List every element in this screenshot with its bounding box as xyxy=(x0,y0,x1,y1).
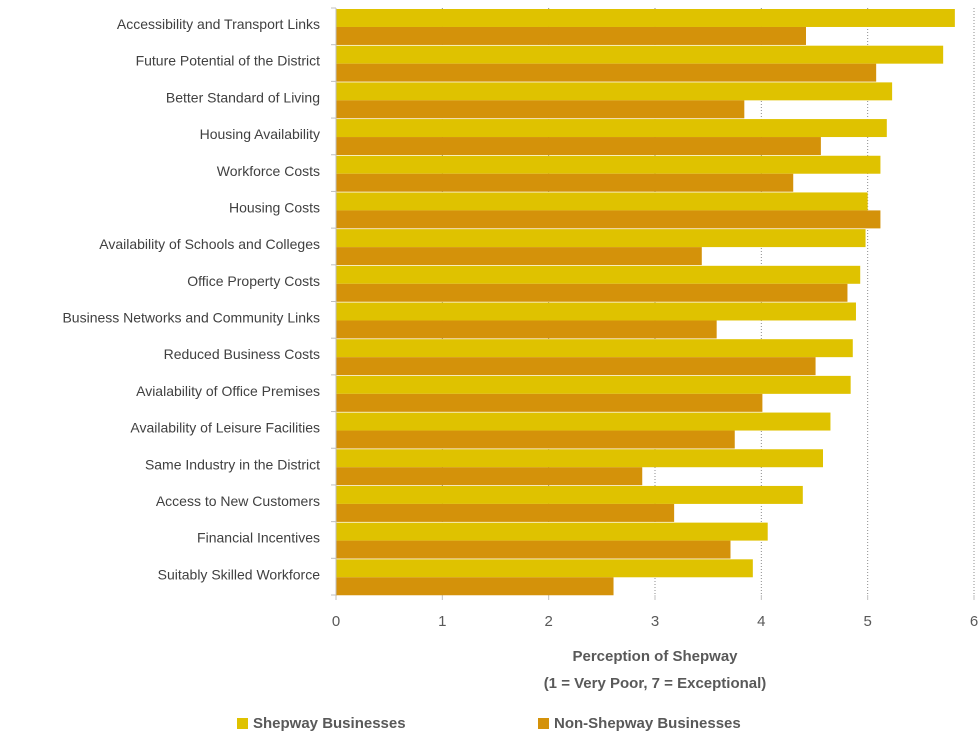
bar xyxy=(336,485,803,504)
x-tick-label: 3 xyxy=(651,613,659,630)
y-tick-label: Reduced Business Costs xyxy=(164,346,320,362)
bar xyxy=(336,82,893,101)
bar xyxy=(336,412,831,431)
y-tick-label: Access to New Customers xyxy=(156,493,320,509)
y-tick-label: Suitably Skilled Workforce xyxy=(158,566,321,582)
bar xyxy=(336,522,768,541)
y-tick-label: Housing Costs xyxy=(229,199,320,215)
x-tick-label: 2 xyxy=(544,613,552,630)
x-axis-label: (1 = Very Poor, 7 = Exceptional) xyxy=(544,675,767,692)
bar xyxy=(336,302,856,321)
y-tick-label: Workforce Costs xyxy=(217,163,320,179)
bar xyxy=(336,45,944,64)
y-tick-label: Availability of Schools and Colleges xyxy=(99,236,320,252)
y-tick-label: Avialability of Office Premises xyxy=(136,383,320,399)
x-tick-label: 5 xyxy=(863,613,871,630)
bar xyxy=(336,559,753,578)
legend-label: Non-Shepway Businesses xyxy=(554,715,741,732)
bar xyxy=(336,192,868,211)
bar xyxy=(336,283,848,302)
bar xyxy=(336,100,745,119)
x-tick-label: 1 xyxy=(438,613,446,630)
bar xyxy=(336,430,735,449)
x-axis-label: Perception of Shepway xyxy=(572,648,738,665)
bar xyxy=(336,265,861,284)
bar xyxy=(336,339,853,358)
y-tick-label: Office Property Costs xyxy=(187,273,320,289)
bar xyxy=(336,119,887,138)
legend-swatch xyxy=(237,718,248,729)
bar xyxy=(336,577,614,596)
y-tick-label: Same Industry in the District xyxy=(145,456,320,472)
bar xyxy=(336,210,881,229)
bar xyxy=(336,467,643,486)
bar xyxy=(336,247,702,266)
y-tick-label: Better Standard of Living xyxy=(166,89,320,105)
bar xyxy=(336,393,763,412)
x-tick-label: 6 xyxy=(970,613,978,630)
y-tick-label: Business Networks and Community Links xyxy=(62,310,320,326)
bar xyxy=(336,155,881,174)
y-tick-label: Accessibility and Transport Links xyxy=(117,16,320,32)
legend-swatch xyxy=(538,718,549,729)
bar xyxy=(336,137,821,156)
bar xyxy=(336,63,877,82)
bar xyxy=(336,229,866,248)
legend-label: Shepway Businesses xyxy=(253,715,406,732)
x-tick-label: 0 xyxy=(332,613,340,630)
bar xyxy=(336,26,806,45)
y-tick-label: Housing Availability xyxy=(200,126,320,142)
x-tick-label: 4 xyxy=(757,613,765,630)
bar xyxy=(336,9,955,27)
bar xyxy=(336,320,717,339)
bar xyxy=(336,375,851,394)
bar xyxy=(336,357,816,376)
y-tick-label: Availability of Leisure Facilities xyxy=(130,420,320,436)
bar xyxy=(336,449,824,468)
bar xyxy=(336,173,794,192)
y-tick-label: Financial Incentives xyxy=(197,530,320,546)
bar xyxy=(336,503,675,522)
bar xyxy=(336,540,731,559)
y-tick-label: Future Potential of the District xyxy=(136,53,321,69)
